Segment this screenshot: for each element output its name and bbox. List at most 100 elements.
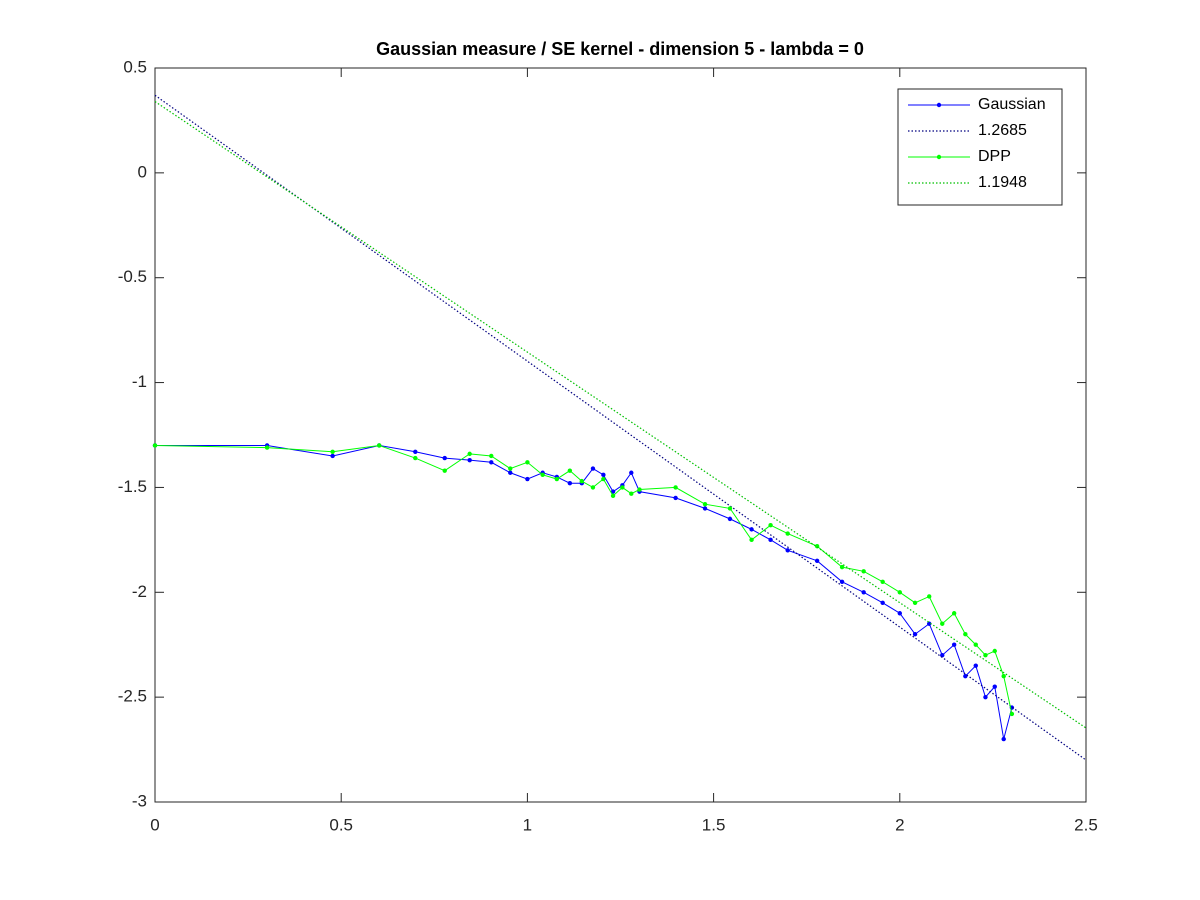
data-point <box>629 470 634 475</box>
data-point <box>880 579 885 584</box>
data-point <box>601 476 606 482</box>
data-point <box>673 485 678 490</box>
data-point <box>992 684 997 689</box>
chart-title: Gaussian measure / SE kernel - dimension… <box>376 39 864 59</box>
data-point <box>152 443 158 448</box>
data-point <box>567 481 573 486</box>
data-point <box>973 663 978 668</box>
data-point <box>554 476 560 482</box>
data-point <box>927 594 932 599</box>
x-tick-label: 0.5 <box>329 815 353 834</box>
data-point <box>567 468 573 473</box>
y-tick-label: -0.5 <box>118 267 147 286</box>
data-point <box>973 642 978 647</box>
y-tick-label: -2.5 <box>118 687 147 706</box>
data-point <box>540 472 545 478</box>
data-point <box>637 487 642 492</box>
y-tick-label: 0 <box>138 162 147 181</box>
x-tick-label: 1.5 <box>702 815 726 834</box>
x-tick-label: 0 <box>150 815 159 834</box>
data-point <box>951 642 957 647</box>
legend-label: DPP <box>978 148 1011 165</box>
data-point <box>963 632 968 637</box>
data-point <box>983 694 988 700</box>
data-point <box>727 516 733 522</box>
x-tick-label: 2 <box>895 815 904 834</box>
legend-marker <box>936 102 942 108</box>
data-point <box>610 489 616 494</box>
plot-area <box>154 67 1087 803</box>
x-tick-label: 1 <box>523 815 532 834</box>
legend: Gaussian 1.2685 DPP 1.1948 <box>897 88 1063 206</box>
data-point <box>768 537 773 543</box>
data-point <box>508 470 513 475</box>
data-point <box>330 453 335 459</box>
series-group <box>154 94 1087 761</box>
data-point <box>413 449 418 454</box>
data-point <box>673 495 678 501</box>
data-point <box>442 468 447 473</box>
data-point <box>814 558 820 564</box>
y-tick-label: -1.5 <box>118 477 147 496</box>
legend-label: 1.1948 <box>978 174 1027 191</box>
data-point <box>785 531 790 536</box>
y-tick-label: -3 <box>132 791 147 810</box>
data-point <box>992 648 997 654</box>
data-point <box>620 485 625 490</box>
data-point <box>525 460 530 465</box>
series-line <box>154 94 1087 761</box>
data-point <box>330 449 335 454</box>
data-point <box>489 460 494 465</box>
legend-marker <box>936 154 942 160</box>
data-point <box>590 485 596 490</box>
data-point <box>264 445 270 450</box>
data-point <box>940 621 945 626</box>
data-point <box>880 600 885 605</box>
data-point <box>951 611 957 616</box>
data-point <box>467 457 472 463</box>
data-point <box>508 466 513 471</box>
data-point <box>768 522 773 528</box>
data-point <box>927 621 932 626</box>
series-group <box>152 443 1015 717</box>
data-point <box>579 478 584 484</box>
data-point <box>749 527 754 532</box>
legend-label: Gaussian <box>978 96 1046 113</box>
data-point <box>861 569 866 574</box>
data-point <box>702 502 708 507</box>
data-point <box>983 653 988 658</box>
data-point <box>413 455 418 461</box>
data-point <box>1009 711 1015 717</box>
data-point <box>590 466 596 471</box>
legend-label: 1.2685 <box>978 122 1027 139</box>
data-point <box>442 455 447 461</box>
data-point <box>467 451 472 457</box>
data-point <box>610 493 616 499</box>
data-point <box>912 600 918 605</box>
legend-box <box>897 88 1063 206</box>
data-point <box>601 472 606 478</box>
data-point <box>912 632 918 637</box>
y-tick-label: -2 <box>132 582 147 601</box>
data-point <box>1001 736 1006 742</box>
data-point <box>897 611 902 616</box>
y-tick-label: -1 <box>132 372 147 391</box>
data-point <box>897 590 902 595</box>
y-tick-label: 0.5 <box>123 57 147 76</box>
x-tick-label: 2.5 <box>1074 815 1098 834</box>
data-point <box>1001 673 1006 679</box>
data-point <box>629 491 634 496</box>
data-point <box>861 590 866 595</box>
data-point <box>940 653 945 658</box>
data-point <box>376 443 382 448</box>
data-point <box>525 476 530 482</box>
data-point <box>727 506 733 511</box>
series-group <box>154 101 1087 729</box>
data-point <box>963 673 968 679</box>
data-point <box>702 506 708 511</box>
data-point <box>489 453 494 459</box>
data-point <box>839 579 845 584</box>
data-point <box>749 537 754 543</box>
data-point <box>785 548 790 553</box>
series-line <box>154 101 1087 729</box>
